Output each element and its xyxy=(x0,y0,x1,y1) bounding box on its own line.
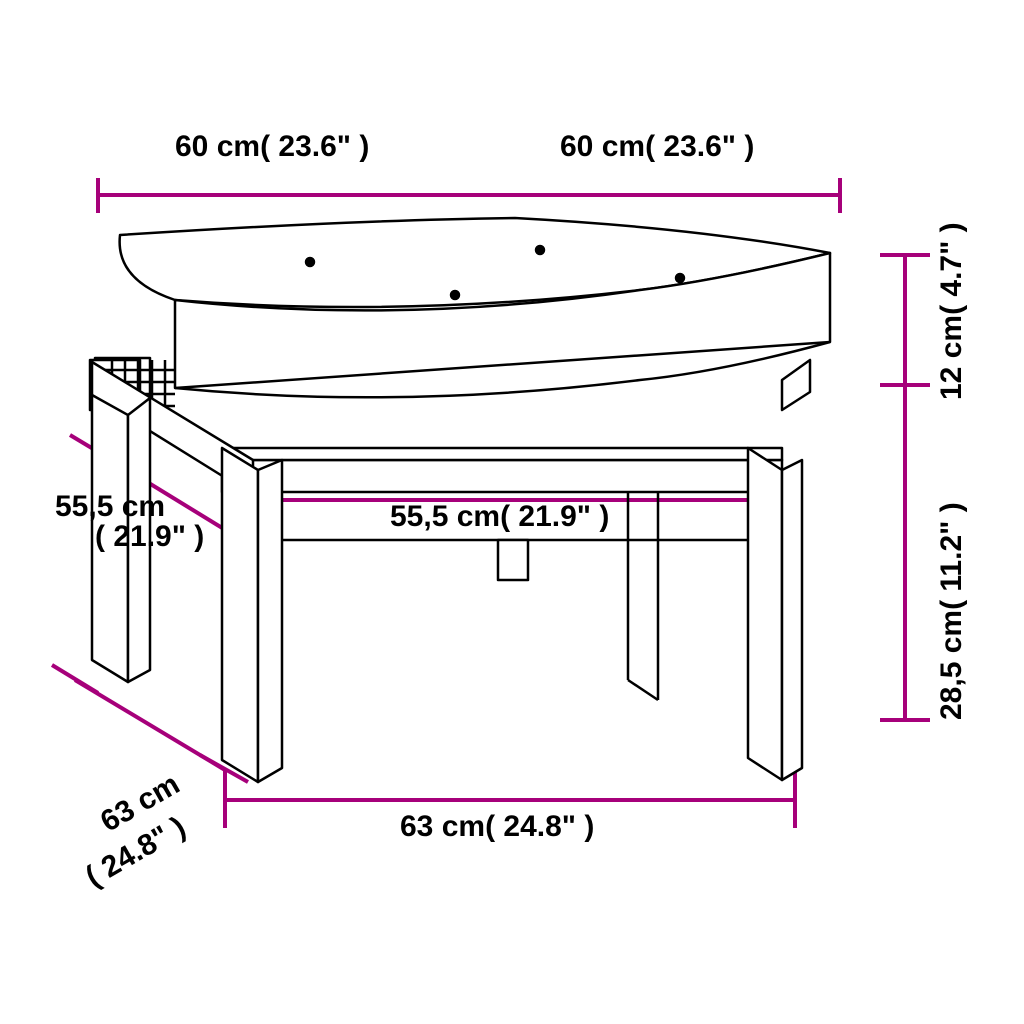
dim-inner-left-1: 55,5 cm xyxy=(55,490,165,524)
dim-top-right: 60 cm( 23.6" ) xyxy=(560,130,754,164)
dim-inner-right: 55,5 cm( 21.9" ) xyxy=(390,500,609,534)
dim-bottom-right: 63 cm( 24.8" ) xyxy=(400,810,594,844)
dim-base-height: 28,5 cm( 11.2" ) xyxy=(935,502,969,720)
dim-cushion-height: 12 cm( 4.7" ) xyxy=(935,222,969,400)
dim-inner-left-2: ( 21.9" ) xyxy=(95,520,204,554)
dim-top-left: 60 cm( 23.6" ) xyxy=(175,130,369,164)
